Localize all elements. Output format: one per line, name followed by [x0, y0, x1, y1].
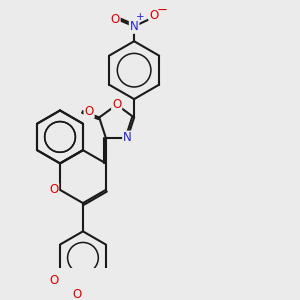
Text: O: O [84, 105, 94, 118]
Text: +: + [136, 11, 145, 22]
Text: O: O [73, 288, 82, 300]
Text: −: − [157, 4, 168, 17]
Text: O: O [112, 98, 121, 111]
Text: O: O [50, 274, 59, 287]
Text: N: N [130, 20, 139, 33]
Text: O: O [149, 9, 158, 22]
Text: O: O [110, 13, 120, 26]
Text: O: O [49, 183, 58, 196]
Text: N: N [123, 131, 132, 145]
